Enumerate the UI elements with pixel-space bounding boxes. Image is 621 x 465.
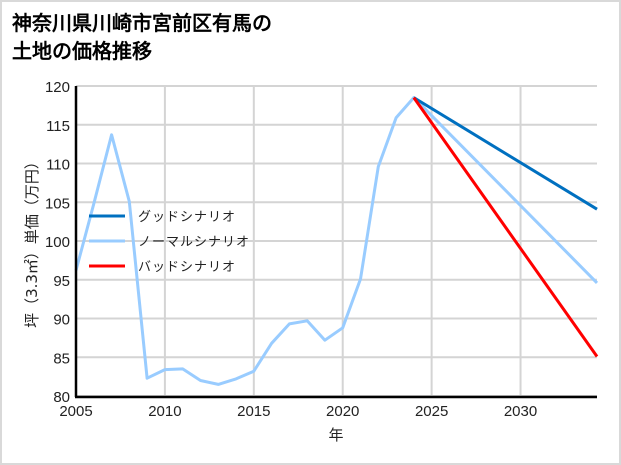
legend-item: グッドシナリオ [89,210,236,225]
legend-label: バッドシナリオ [138,260,236,275]
y-tick-label: 90 [53,312,70,329]
y-tick-label: 120 [45,79,70,96]
y-axis-title: 坪（3.3㎡）単価（万円） [23,154,41,328]
legend-label: グッドシナリオ [138,210,236,225]
series-line-1 [74,96,599,386]
chart-title-line-2: 土地の価格推移 [12,39,152,63]
y-tick-label: 85 [53,350,70,367]
series-line-2 [412,96,599,358]
x-tick-label: 2015 [237,403,270,420]
y-tick-label: 80 [53,389,70,406]
x-tick-label: 2005 [59,403,92,420]
legend-label: ノーマルシナリオ [138,235,250,250]
x-tick-label: 2030 [504,403,537,420]
y-tick-label: 100 [45,234,70,251]
chart-title-line-1: 神奈川県川崎市宮前区有馬の [12,11,272,35]
x-tick-label: 2010 [148,403,181,420]
x-axis-ticks: 2005 2010 2015 2020 2025 2030 [59,403,537,420]
x-tick-label: 2025 [415,403,448,420]
series-line-0 [413,96,598,211]
y-tick-label: 95 [53,273,70,290]
y-tick-label: 115 [46,118,70,135]
y-tick-label: 105 [45,195,70,212]
x-tick-label: 2020 [326,403,359,420]
chart-title: 神奈川県川崎市宮前区有馬の 土地の価格推移 [12,9,272,65]
legend-item: ノーマルシナリオ [89,235,250,250]
data-series [74,96,599,386]
x-axis-title: 年 [328,426,343,444]
legend-item: バッドシナリオ [89,260,236,275]
y-tick-label: 110 [46,157,70,174]
y-axis-ticks: 80 85 90 95 100 105 110 115 120 [45,79,70,406]
